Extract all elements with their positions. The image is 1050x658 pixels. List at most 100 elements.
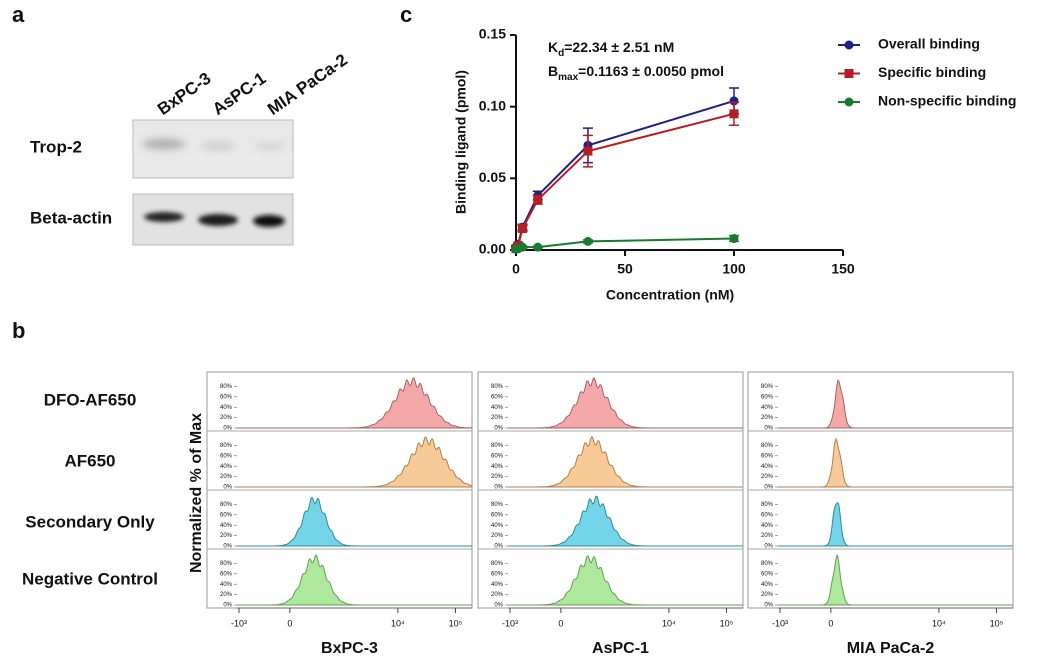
y-tick-label: 60% [761,453,774,459]
histogram [508,495,743,547]
lane-label: AsPC-1 [209,69,269,119]
annotation-sub: d [558,48,564,59]
y-tick-label: 40% [220,582,233,588]
row-label: DFO-AF650 [44,390,137,409]
y-tick-label: 40% [761,523,774,529]
y-tick-label: 80% [491,561,504,567]
legend-marker [844,69,854,78]
y-tick-label: 0% [764,544,773,550]
y-tick-label: 60% [220,571,233,577]
blot-band [254,142,286,150]
y-tick-label: 20% [491,533,504,539]
y-tick-label: 40% [491,523,504,529]
y-tick-label: 80% [761,502,774,508]
marker [518,224,528,233]
x-tick-label: 10⁵ [449,618,463,628]
x-tick-label: -10³ [231,618,247,628]
x-tick-label: 10⁵ [720,618,734,628]
y-tick-label: 80% [220,561,233,567]
panel-letter: b [12,318,25,343]
y-tick-label: 40% [761,582,774,588]
y-tick-label: 60% [761,571,774,577]
marker [533,195,543,205]
y-tick-label: 40% [220,464,233,470]
y-tick-label: 0.00 [479,241,506,257]
blot-band [253,215,285,227]
y-tick-label: 20% [220,415,233,421]
histogram [237,554,472,606]
y-tick-label: 20% [491,592,504,598]
y-tick-label: 20% [220,592,233,598]
x-tick-label: -10³ [772,618,788,628]
y-tick-label: 60% [761,394,774,400]
histogram [508,376,743,429]
y-tick-label: 0% [494,544,503,550]
y-tick-label: 60% [220,512,233,518]
y-tick-label: 0.15 [479,26,506,42]
y-tick-label: 40% [220,523,233,529]
blot-band [142,139,186,149]
lane-label: MIA PaCa-2 [264,50,351,119]
y-tick-label: 20% [761,592,774,598]
histogram [778,553,1013,606]
row-label: Secondary Only [25,512,155,531]
x-tick-label: 0 [558,618,563,628]
y-tick-label: 80% [491,384,504,390]
y-tick-label: 0% [764,603,773,609]
marker [729,109,739,119]
series-line [515,237,735,251]
legend-label: Overall binding [878,36,980,52]
y-axis-label: Binding ligand (pmol) [453,70,469,214]
histogram [237,496,472,547]
x-tick-label: 0 [512,261,520,277]
x-tick-label: 50 [617,261,633,277]
annotation: Bmax=0.1163 ± 0.0050 pmol [548,63,724,83]
y-tick-label: 40% [761,405,774,411]
y-tick-label: 0% [494,426,503,432]
y-tick-label: 0% [764,426,773,432]
marker [583,236,593,246]
y-tick-label: 40% [491,405,504,411]
legend-marker [844,40,854,50]
y-tick-label: 20% [761,533,774,539]
histogram [508,555,743,606]
y-tick-label: 40% [761,464,774,470]
panel-letter: c [400,2,412,27]
y-tick-label: 60% [220,453,233,459]
y-tick-label: 0% [223,544,232,550]
y-tick-label: 80% [491,502,504,508]
y-tick-label: 80% [220,502,233,508]
marker [583,146,593,156]
histogram [237,436,473,488]
row-label: Negative Control [22,569,158,588]
x-tick-label: 100 [722,261,746,277]
x-tick-label: 10⁴ [391,618,405,628]
y-tick-label: 20% [491,415,504,421]
x-tick-label: 10⁴ [932,618,946,628]
legend-label: Specific binding [878,64,986,80]
legend-marker [844,97,854,107]
y-tick-label: 60% [491,571,504,577]
histogram [508,435,743,488]
marker [533,242,543,252]
y-tick-label: 20% [761,415,774,421]
annotation-part: B [548,63,558,79]
lane-label: BxPC-3 [154,69,214,119]
x-tick-label: 0 [287,618,292,628]
legend-label: Non-specific binding [878,93,1016,109]
y-tick-label: 20% [491,474,504,480]
y-tick-label: 60% [491,512,504,518]
y-tick-label: 0% [494,485,503,491]
annotation-part: =22.34 ± 2.51 nM [564,39,674,55]
blot-band [200,142,236,150]
histogram [237,377,473,429]
blot-row-label: Trop-2 [30,137,82,156]
y-tick-label: 80% [761,384,774,390]
y-tick-label: 40% [491,582,504,588]
x-tick-label: 10⁵ [990,618,1004,628]
histogram [778,437,1013,488]
marker [729,96,739,106]
y-tick-label: 20% [220,533,233,539]
x-tick-label: 150 [831,261,855,277]
